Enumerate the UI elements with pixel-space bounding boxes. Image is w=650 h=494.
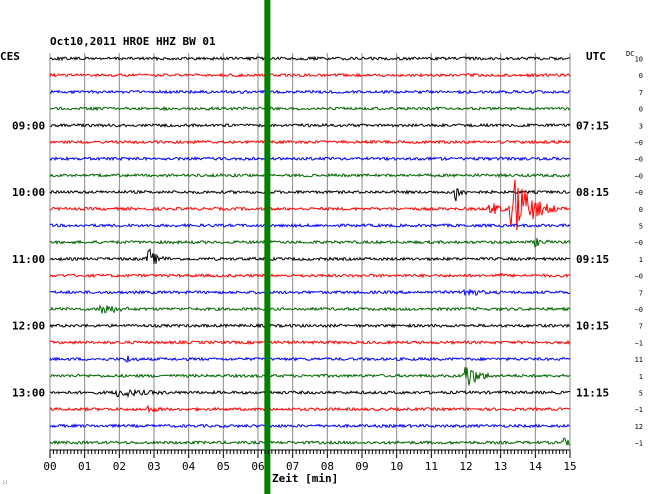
- trace-2: [49, 89, 571, 95]
- dc-value: −0: [635, 139, 643, 147]
- dc-value: −0: [635, 273, 643, 281]
- x-tick-label: 07: [286, 460, 299, 473]
- trace-23: [49, 437, 571, 446]
- right-time-label: 10:15: [576, 320, 609, 333]
- trace-16: [49, 323, 571, 329]
- dc-value: 12: [635, 423, 643, 431]
- left-time-label: 09:00: [12, 119, 45, 132]
- trace-5: [49, 139, 571, 145]
- trace-9: [49, 179, 571, 231]
- x-tick-label: 13: [494, 460, 507, 473]
- dc-value: −1: [635, 440, 643, 448]
- trace-10: [49, 222, 571, 229]
- marker-layer: [264, 0, 271, 494]
- dc-value: 1: [639, 256, 643, 264]
- trace-17: [49, 339, 571, 346]
- trace-21: [49, 404, 571, 414]
- dc-value: −1: [635, 406, 643, 414]
- dc-value: 5: [639, 223, 643, 231]
- trace-18: [49, 355, 571, 363]
- trace-14: [49, 288, 571, 297]
- x-tick-label: 00: [43, 460, 56, 473]
- trace-8: [49, 188, 571, 202]
- x-tick-label: 01: [78, 460, 91, 473]
- x-axis: 00 01 02 03 04 05 06 07 08 09 10 11 12 13 14 15: [43, 450, 577, 473]
- dc-value: 0: [639, 72, 643, 80]
- trace-7: [49, 172, 571, 179]
- trace-12: [49, 248, 571, 265]
- x-tick-label: 08: [321, 460, 334, 473]
- left-time-label: 10:00: [12, 186, 45, 199]
- dc-value: −0: [635, 172, 643, 180]
- x-tick-label: 06: [251, 460, 264, 473]
- dc-value: 7: [639, 89, 643, 97]
- right-time-label: 11:15: [576, 387, 609, 400]
- dc-value: 7: [639, 323, 643, 331]
- dc-value: 7: [639, 289, 643, 297]
- dc-value: −0: [635, 189, 643, 197]
- dc-value: 0: [639, 206, 643, 214]
- dc-value: −0: [635, 156, 643, 164]
- dc-label: DC: [626, 50, 634, 58]
- left-time-label: 13:00: [12, 387, 45, 400]
- x-tick-label: 14: [529, 460, 543, 473]
- x-tick-label: 15: [563, 460, 576, 473]
- time-marker-bar: [264, 0, 271, 494]
- right-time-label: 09:15: [576, 253, 609, 266]
- dc-value: −0: [635, 306, 643, 314]
- x-tick-label: 10: [390, 460, 403, 473]
- x-tick-label: 11: [425, 460, 438, 473]
- trace-22: [49, 423, 571, 429]
- trace-19: [49, 367, 571, 386]
- trace-1: [49, 72, 571, 78]
- left-time-label: 11:00: [12, 253, 45, 266]
- dc-value: 11: [635, 356, 643, 364]
- traces: [49, 55, 571, 446]
- trace-11: [49, 237, 571, 248]
- trace-4: [49, 122, 571, 128]
- grid: [49, 53, 571, 451]
- trace-15: [49, 304, 571, 314]
- trace-13: [49, 272, 571, 279]
- right-time-label: 07:15: [576, 119, 609, 132]
- dc-value: 5: [639, 390, 643, 398]
- left-time-label: 12:00: [12, 320, 45, 333]
- trace-3: [49, 105, 571, 112]
- dc-value: 3: [639, 122, 643, 130]
- dc-value: −0: [635, 239, 643, 247]
- x-tick-label: 05: [217, 460, 230, 473]
- right-axis-label: UTC: [586, 50, 606, 63]
- trace-6: [49, 156, 571, 162]
- dc-value: 10: [635, 56, 643, 64]
- x-tick-label: 03: [147, 460, 160, 473]
- x-axis-label: Zeit [min]: [272, 472, 338, 485]
- chart-title: Oct10,2011 HROE HHZ BW 01: [50, 35, 216, 48]
- right-time-label: 08:15: [576, 186, 609, 199]
- x-tick-label: 04: [182, 460, 196, 473]
- dc-value: 1: [639, 373, 643, 381]
- left-axis-label: CES: [0, 50, 20, 63]
- x-tick-label: 09: [355, 460, 368, 473]
- dc-value: −1: [635, 339, 643, 347]
- x-tick-label: 12: [459, 460, 472, 473]
- trace-20: [49, 388, 571, 399]
- x-tick-label: 02: [113, 460, 126, 473]
- dc-value: 0: [639, 106, 643, 114]
- trace-0: [49, 55, 571, 62]
- corner-mark: ⁙: [2, 479, 8, 487]
